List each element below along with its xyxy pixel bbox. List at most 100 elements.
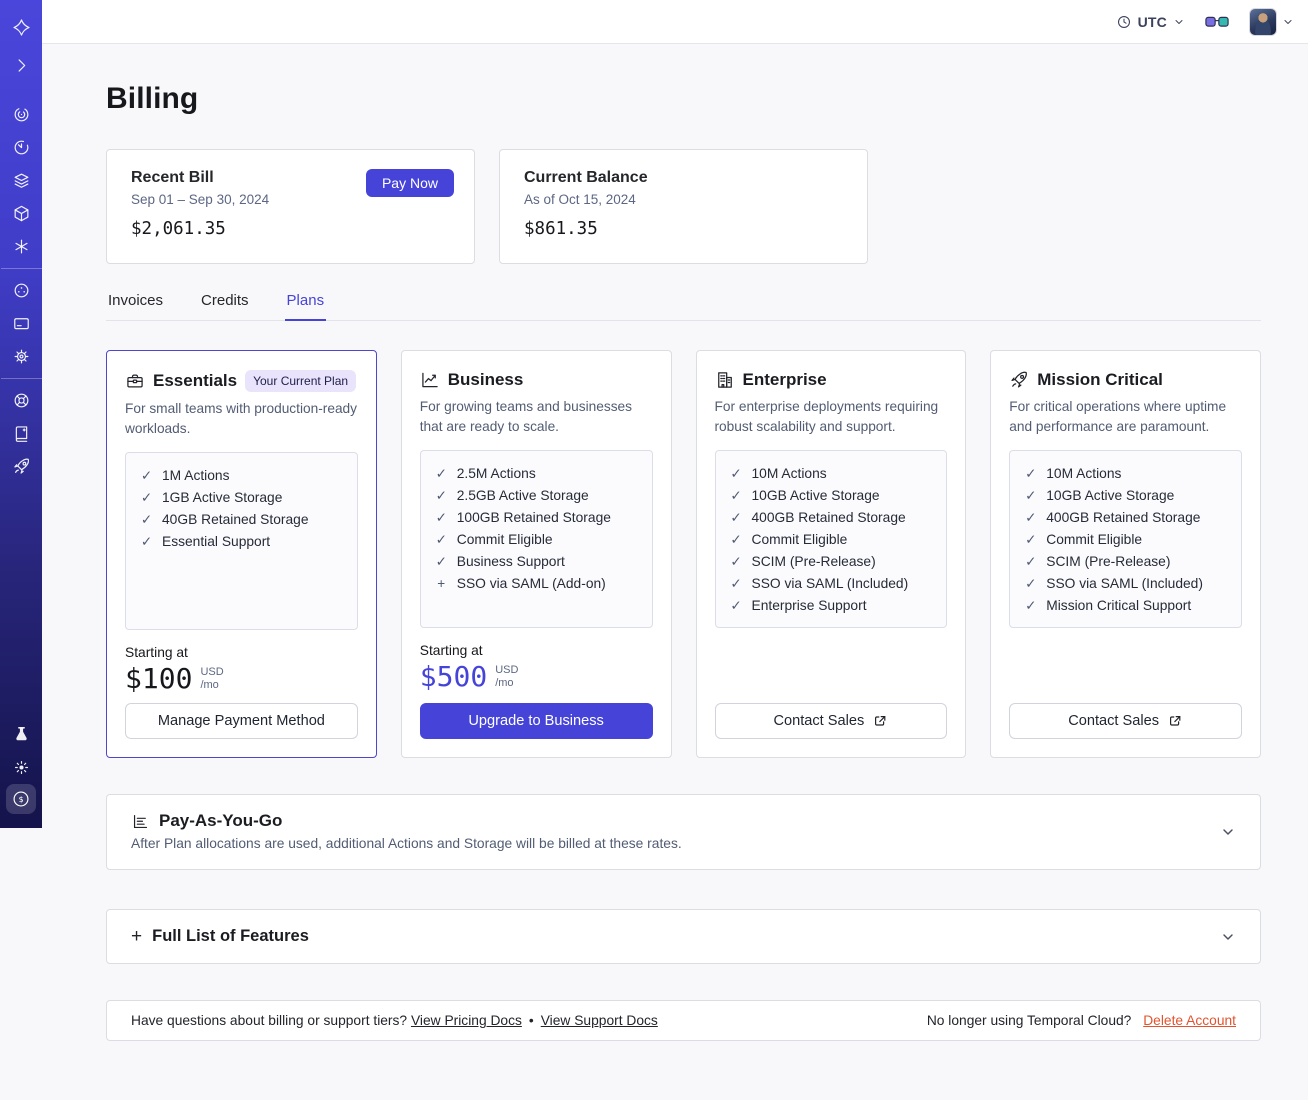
plan-feature-label: 400GB Retained Storage (1046, 510, 1201, 525)
check-icon: ✓ (140, 468, 153, 483)
plan-feature: ✓ 400GB Retained Storage (1024, 507, 1227, 529)
chart-line-icon (422, 372, 438, 388)
plan-per: /mo (200, 678, 219, 691)
check-icon: ✓ (1025, 466, 1037, 481)
clock-icon (1117, 15, 1130, 28)
plan-feature-label: SCIM (Pre-Release) (1046, 554, 1171, 569)
view-pricing-docs-link[interactable]: View Pricing Docs (410, 1013, 522, 1028)
upgrade-business-button[interactable]: Upgrade to Business (419, 703, 653, 739)
delete-account-link[interactable]: Delete Account (1143, 1013, 1236, 1028)
plan-feature: + SSO via SAML (Add-on) (435, 573, 638, 595)
full-features-panel[interactable]: + Full List of Features (106, 909, 1261, 964)
check-icon: ✓ (1025, 554, 1037, 569)
plan-feature-label: 1GB Active Storage (162, 490, 283, 505)
plan-feature: ✓ SCIM (Pre-Release) (1024, 551, 1227, 573)
check-icon: ✓ (730, 488, 742, 503)
tab-invoices[interactable]: Invoices (108, 292, 164, 309)
tab-credits[interactable]: Credits (201, 292, 249, 309)
billing-dollar-icon[interactable]: $ (6, 784, 36, 814)
plan-feature: ✓ Business Support (435, 551, 638, 573)
manage-payment-button[interactable]: Manage Payment Method (125, 703, 358, 739)
check-icon: ✓ (1025, 598, 1037, 613)
docs-book-icon[interactable] (0, 417, 42, 450)
support-lifebuoy-icon[interactable] (0, 384, 42, 417)
plan-card-enterprise: Enterprise For enterprise deployments re… (695, 350, 967, 758)
check-icon: ✓ (435, 466, 447, 481)
plus-icon: + (131, 925, 143, 947)
check-icon: ✓ (730, 510, 742, 525)
full-features-title: Full List of Features (152, 927, 309, 945)
recent-bill-title: Recent Bill (131, 169, 214, 186)
pay-now-button[interactable]: Pay Now (365, 169, 454, 197)
plan-feature: ✓ 10M Actions (1024, 463, 1227, 485)
temporal-logo-icon[interactable] (0, 11, 42, 44)
footer-panel: Have questions about billing or support … (106, 1000, 1261, 1041)
building-icon (717, 372, 732, 388)
tab-plans[interactable]: Plans (284, 288, 327, 321)
labs-flask-icon[interactable] (0, 718, 42, 751)
plan-feature: ✓ Essential Support (140, 531, 343, 553)
plan-feature: ✓ 2.5M Actions (435, 463, 638, 485)
chevron-down-icon[interactable] (1220, 824, 1236, 840)
plan-feature-label: 2.5GB Active Storage (456, 488, 589, 503)
view-support-docs-link[interactable]: View Support Docs (540, 1013, 658, 1028)
plan-feature-label: SSO via SAML (Included) (1046, 576, 1203, 591)
footer-question: Have questions about billing or support … (131, 1013, 408, 1028)
plan-feature: ✓ Commit Eligible (435, 529, 638, 551)
check-icon: ✓ (1025, 510, 1037, 525)
glasses-icon[interactable] (1205, 15, 1229, 29)
schedules-icon[interactable] (0, 131, 42, 164)
plan-feature: ✓ SSO via SAML (Included) (730, 573, 933, 595)
current-balance-card: Current Balance As of Oct 15, 2024 $861.… (499, 149, 868, 264)
current-plan-badge: Your Current Plan (245, 370, 357, 392)
plan-feature-label: Mission Critical Support (1046, 598, 1192, 613)
usage-meter-icon[interactable] (0, 274, 42, 307)
timezone-selector[interactable]: UTC (1116, 14, 1185, 30)
plan-feature: ✓ 100GB Retained Storage (435, 507, 638, 529)
check-icon: ✓ (730, 576, 742, 591)
plan-feature-label: SSO via SAML (Included) (751, 576, 909, 591)
plan-feature: ✓ 10M Actions (730, 463, 933, 485)
theme-sun-icon[interactable] (0, 751, 42, 784)
chevron-down-icon[interactable] (1220, 929, 1236, 945)
plan-description: For growing teams and businesses that ar… (419, 399, 633, 434)
pay-as-you-go-panel[interactable]: Pay-As-You-Go After Plan allocations are… (106, 794, 1261, 870)
plan-card-mission-critical: Mission Critical For critical operations… (990, 350, 1261, 758)
getting-started-rocket-icon[interactable] (0, 450, 42, 483)
external-link-icon (875, 716, 886, 726)
contact-sales-button[interactable]: Contact Sales (714, 703, 948, 739)
plan-feature: ✓ Mission Critical Support (1024, 595, 1227, 617)
plan-name: Enterprise (742, 370, 827, 389)
check-icon: ✓ (1025, 488, 1037, 503)
timezone-label: UTC (1137, 13, 1167, 30)
plan-description: For enterprise deployments requiring rob… (714, 399, 939, 434)
invoices-card-icon[interactable] (0, 307, 42, 340)
namespaces-icon[interactable] (0, 98, 42, 131)
plan-feature-label: 2.5M Actions (456, 466, 536, 481)
plan-feature: ✓ Commit Eligible (730, 529, 933, 551)
starting-at-label: Starting at (419, 643, 483, 658)
payg-title: Pay-As-You-Go (159, 811, 283, 830)
stack-layers-icon[interactable] (0, 164, 42, 197)
settings-gear-icon[interactable] (0, 340, 42, 373)
sidebar-divider (0, 378, 42, 379)
plan-price: $500 (419, 660, 488, 693)
plan-features-box: ✓ 1M Actions ✓ 1GB Active Storage ✓ 40GB Reta… (125, 452, 358, 630)
plan-currency: USD (200, 665, 224, 678)
plans-grid: Essentials Your Current Plan For small t… (106, 350, 1261, 758)
recent-bill-amount: $2,061.35 (131, 219, 226, 239)
plan-feature: ✓ 1M Actions (140, 465, 343, 487)
plan-feature-label: 40GB Retained Storage (162, 512, 309, 527)
deployments-cube-icon[interactable] (0, 197, 42, 230)
check-icon: ✓ (730, 466, 742, 481)
expand-sidebar-icon[interactable] (0, 49, 42, 82)
plus-icon: + (437, 576, 446, 591)
current-balance-title: Current Balance (524, 169, 648, 186)
plan-feature-label: Essential Support (162, 534, 271, 549)
nexus-asterisk-icon[interactable] (0, 230, 42, 263)
plan-feature-label: Enterprise Support (751, 598, 867, 613)
plan-feature-label: Business Support (456, 554, 565, 569)
check-icon: ✓ (140, 490, 153, 505)
user-menu[interactable] (1249, 7, 1294, 36)
contact-sales-button[interactable]: Contact Sales (1009, 703, 1242, 739)
